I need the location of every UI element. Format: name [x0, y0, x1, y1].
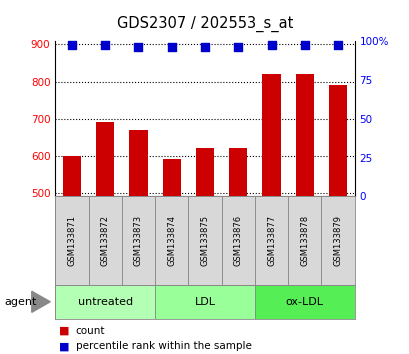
Bar [162, 159, 180, 196]
Text: GSM133876: GSM133876 [233, 215, 242, 266]
Text: GSM133877: GSM133877 [266, 215, 275, 266]
Point [301, 42, 307, 48]
Text: ox-LDL: ox-LDL [285, 297, 323, 307]
Text: LDL: LDL [194, 297, 215, 307]
Point [201, 44, 208, 50]
Text: agent: agent [4, 297, 36, 307]
Point [102, 42, 108, 48]
Bar [288, 196, 321, 285]
Text: percentile rank within the sample: percentile rank within the sample [76, 341, 251, 351]
Bar [121, 196, 155, 285]
Bar [188, 196, 221, 285]
Bar [129, 130, 147, 196]
Text: GSM133872: GSM133872 [101, 215, 110, 266]
Bar [88, 196, 121, 285]
Text: GSM133874: GSM133874 [167, 215, 176, 266]
Text: GSM133879: GSM133879 [333, 215, 342, 266]
Bar [262, 74, 280, 196]
Bar [328, 85, 346, 196]
Text: GSM133878: GSM133878 [299, 215, 308, 266]
Bar [55, 285, 155, 319]
Text: GSM133875: GSM133875 [200, 215, 209, 266]
Bar [254, 285, 354, 319]
Text: count: count [76, 326, 105, 336]
Bar [295, 74, 313, 196]
Text: untreated: untreated [77, 297, 133, 307]
Bar [254, 196, 288, 285]
Text: GSM133871: GSM133871 [67, 215, 76, 266]
Point [267, 42, 274, 48]
Point [334, 42, 340, 48]
Text: ■: ■ [59, 341, 70, 351]
Text: ■: ■ [59, 326, 70, 336]
Bar [196, 148, 213, 196]
Point [135, 44, 142, 50]
Bar [55, 196, 88, 285]
Bar [96, 122, 114, 196]
Bar [221, 196, 254, 285]
Bar [155, 196, 188, 285]
Point [234, 44, 241, 50]
Text: GDS2307 / 202553_s_at: GDS2307 / 202553_s_at [117, 16, 292, 32]
Point [168, 44, 175, 50]
Bar [321, 196, 354, 285]
Polygon shape [32, 291, 50, 312]
Bar [63, 156, 81, 196]
Bar [229, 148, 247, 196]
Point [69, 42, 75, 48]
Bar [155, 285, 254, 319]
Text: GSM133873: GSM133873 [134, 215, 143, 266]
